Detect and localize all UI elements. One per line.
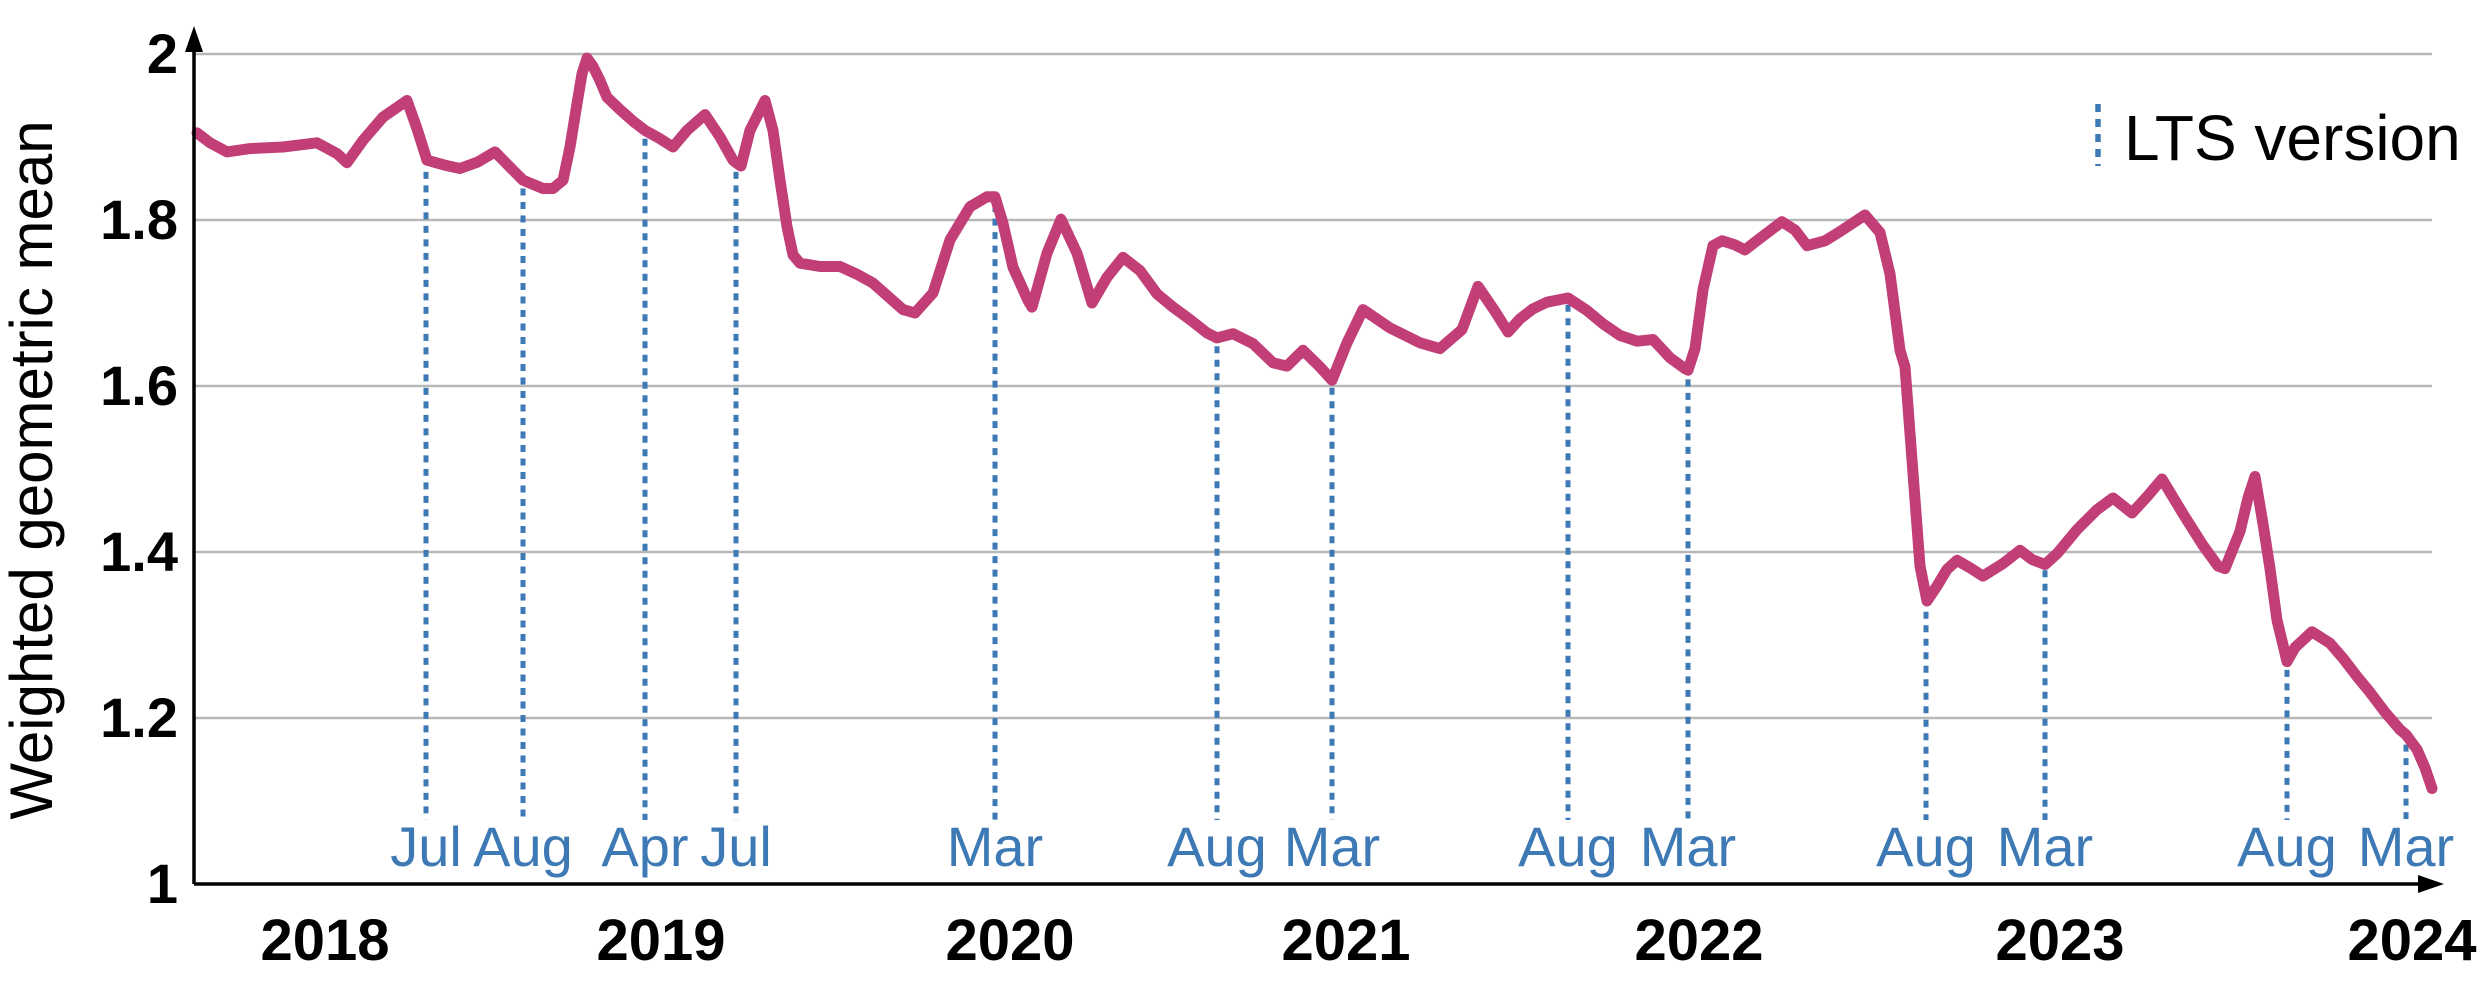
lts-month-label: Apr [601,815,688,878]
y-tick-label: 1.8 [100,188,178,251]
x-tick-label: 2022 [1634,908,1763,973]
y-axis-title: Weighted geometric mean [0,120,65,819]
y-tick-label: 1.4 [100,520,178,583]
lts-month-labels: Jul Aug Apr Jul Mar Aug Mar Aug Mar Aug Mar Aug Mar [390,815,2454,878]
lts-month-label: Jul [700,815,772,878]
lts-month-label: Mar [2358,815,2454,878]
x-axis-arrowhead [2418,875,2444,893]
y-tick-label: 1.2 [100,686,178,749]
lts-month-label: Jul [390,815,462,878]
y-tick-label: 2 [147,22,178,85]
y-axis-arrowhead [185,26,203,52]
lts-month-label: Aug [2237,815,2337,878]
series-line [191,52,2438,794]
y-tick-labels: 2 1.8 1.6 1.4 1.2 1 [100,22,178,915]
x-tick-labels: 2018 2019 2020 2021 2022 2023 2024 [260,908,2476,973]
x-tick-label: 2024 [2347,908,2476,973]
axes [185,26,2444,893]
lts-month-label: Mar [1997,815,2093,878]
data-line [191,52,2438,794]
lts-month-label: Aug [473,815,573,878]
lts-month-label: Mar [947,815,1043,878]
x-tick-label: 2021 [1281,908,1410,973]
x-tick-label: 2020 [945,908,1074,973]
x-tick-label: 2019 [596,908,725,973]
lts-marker-lines [423,138,2409,820]
lts-month-label: Aug [1167,815,1267,878]
lts-month-label: Mar [1284,815,1380,878]
y-tick-label: 1 [147,852,178,915]
y-tick-label: 1.6 [100,354,178,417]
lts-month-label: Aug [1518,815,1618,878]
legend-label: LTS version [2124,102,2461,174]
x-tick-label: 2018 [260,908,389,973]
lts-month-label: Aug [1876,815,1976,878]
lts-month-label: Mar [1640,815,1736,878]
legend: LTS version [2095,102,2461,174]
x-tick-label: 2023 [1995,908,2124,973]
